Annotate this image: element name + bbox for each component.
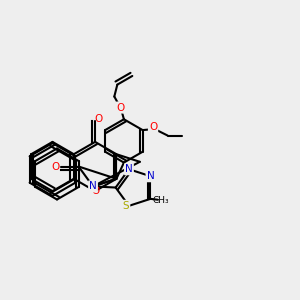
Text: O: O bbox=[149, 122, 157, 132]
Text: N: N bbox=[147, 171, 154, 181]
Text: O: O bbox=[117, 103, 125, 112]
Text: O: O bbox=[52, 161, 60, 172]
Text: S: S bbox=[123, 201, 129, 211]
Text: O: O bbox=[94, 115, 103, 124]
Text: CH₃: CH₃ bbox=[153, 196, 169, 205]
Text: O: O bbox=[91, 186, 99, 196]
Text: N: N bbox=[89, 182, 97, 191]
Text: N: N bbox=[125, 164, 133, 174]
